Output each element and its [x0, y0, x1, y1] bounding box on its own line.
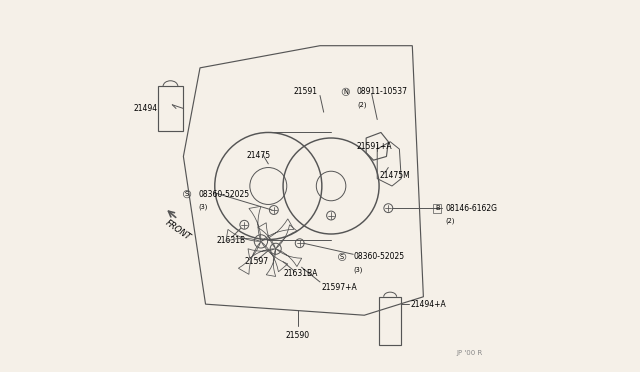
Text: 21597+A: 21597+A — [322, 283, 358, 292]
Text: S: S — [340, 254, 344, 260]
Text: S: S — [185, 191, 189, 197]
Text: FRONT: FRONT — [163, 218, 192, 242]
Text: 08360-52025: 08360-52025 — [353, 252, 404, 262]
Text: JP '00 R: JP '00 R — [456, 350, 483, 356]
Text: 21494: 21494 — [133, 104, 157, 113]
Text: 21475M: 21475M — [379, 171, 410, 180]
Text: 08360-52025: 08360-52025 — [198, 190, 250, 199]
Text: 21591+A: 21591+A — [357, 142, 392, 151]
Text: B: B — [435, 205, 440, 211]
Text: 21590: 21590 — [286, 331, 310, 340]
Text: 08146-6162G: 08146-6162G — [445, 203, 497, 213]
Text: N: N — [344, 89, 348, 95]
Text: 21591: 21591 — [293, 87, 317, 96]
Text: (3): (3) — [198, 204, 207, 210]
Text: 21631B: 21631B — [216, 236, 246, 245]
Text: 21597: 21597 — [244, 257, 268, 266]
Text: 21475: 21475 — [246, 151, 270, 160]
Text: (3): (3) — [353, 267, 363, 273]
Text: 08911-10537: 08911-10537 — [357, 87, 408, 96]
Text: (2): (2) — [357, 102, 367, 108]
Text: 21494+A: 21494+A — [410, 300, 446, 309]
Text: 21631BA: 21631BA — [283, 269, 317, 278]
Text: (2): (2) — [445, 218, 455, 224]
